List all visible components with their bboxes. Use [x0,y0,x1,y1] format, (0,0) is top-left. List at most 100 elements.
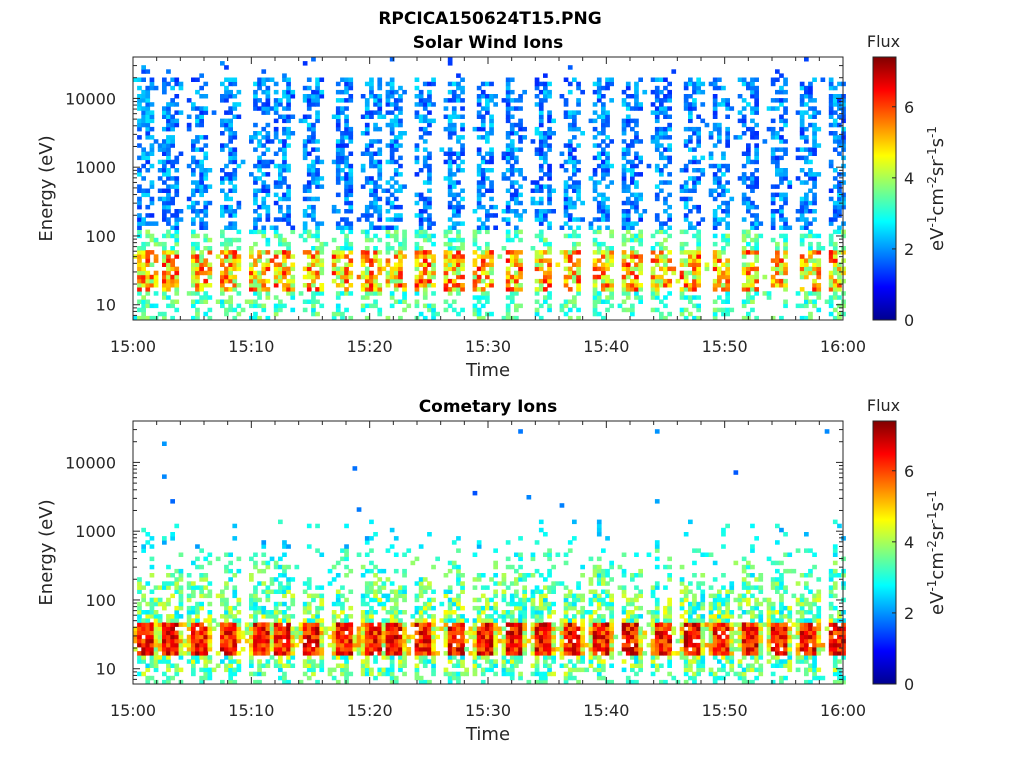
spectrogram-cell [377,147,383,152]
spectrogram-cell [663,163,668,169]
spectrogram-cell [311,258,316,263]
spectrogram-cell [141,626,146,631]
spectrogram-cell [302,630,308,636]
spectrogram-cell [414,102,420,107]
spectrogram-cell [621,98,627,103]
spectrogram-cell [257,278,262,284]
spectrogram-cell [381,188,387,193]
spectrogram-cell [750,283,755,288]
spectrogram-cell [754,258,759,263]
spectrogram-cell [174,102,180,107]
spectrogram-cell [369,585,374,590]
spectrogram-cell [505,258,511,263]
spectrogram-cell [799,254,805,259]
spectrogram-cell [203,225,209,230]
spectrogram-cell [364,671,370,677]
spectrogram-cell [377,196,383,202]
spectrogram-cell [174,291,180,296]
spectrogram-cell [509,168,515,173]
spectrogram-cell [799,98,805,103]
spectrogram-cell [174,168,180,173]
spectrogram-cell [609,287,614,292]
spectrogram-cell [191,283,196,288]
spectrogram-cell [812,196,817,202]
spectrogram-cell [249,663,254,668]
spectrogram-cell [199,217,204,222]
spectrogram-cell [278,241,283,247]
spectrogram-cell [663,114,668,119]
spectrogram-cell [335,246,341,251]
spectrogram-cell [832,122,838,128]
spectrogram-cell [754,135,759,140]
spectrogram-cell [472,229,478,235]
spectrogram-cell [302,647,308,652]
spectrogram-cell [282,663,287,668]
spectrogram-cell [199,283,204,288]
spectrogram-cell [820,246,826,251]
spectrogram-cell [770,283,776,288]
spectrogram-cell [841,192,846,198]
spectrogram-cell [770,258,776,263]
spectrogram-cell [195,135,200,140]
spectrogram-cell [427,168,432,173]
spectrogram-cell [783,303,788,309]
spectrogram-cell [348,614,354,619]
spectrogram-cell [696,85,701,91]
spectrogram-cell [174,581,180,586]
spectrogram-cell [253,605,258,611]
spectrogram-cell [427,118,432,124]
colorbar-tick-label: 2 [904,240,914,259]
spectrogram-cell [472,295,478,300]
spectrogram-cell [236,246,242,251]
spectrogram-cell [775,163,780,169]
spectrogram-cell [220,638,225,644]
spectrogram-cell [166,172,171,177]
spectrogram-cell [389,110,395,115]
spectrogram-cell [369,671,374,677]
spectrogram-cell [832,110,838,115]
spectrogram-cell [841,299,846,304]
spectrogram-cell [547,110,552,115]
spectrogram-cell [273,225,279,230]
spectrogram-cell [207,630,213,636]
spectrogram-cell [331,638,337,644]
spectrogram-cell [476,274,482,280]
spectrogram-cell [460,266,465,272]
spectrogram-cell [712,126,718,132]
spectrogram-cell [286,655,291,660]
spectrogram-cell [414,283,420,288]
spectrogram-cell [398,246,403,251]
spectrogram-cell [596,89,602,95]
spectrogram-cell [377,601,383,607]
spectrogram-cell [265,192,271,198]
spectrogram-cell [377,213,383,218]
spectrogram-cell [592,258,598,263]
spectrogram-cell [199,299,204,304]
spectrogram-cell [174,118,180,124]
spectrogram-cell [812,287,817,292]
spectrogram-cell [228,135,233,140]
spectrogram-cell [828,258,834,263]
spectrogram-cell [170,638,175,644]
spectrogram-cell [476,225,482,230]
spectrogram-cell [592,188,598,193]
spectrogram-cell [547,266,552,272]
spectrogram-cell [414,266,420,272]
spectrogram-cell [576,110,581,115]
spectrogram-cell [369,667,374,673]
spectrogram-cell [253,221,258,226]
spectrogram-cell [456,114,461,119]
spectrogram-cell [480,180,486,185]
spectrogram-cell [141,106,146,111]
spectrogram-cell [472,270,478,276]
spectrogram-cell [518,200,523,206]
spectrogram-cell [592,266,598,272]
spectrogram-cell [290,89,296,95]
spectrogram-cell [331,655,337,660]
spectrogram-cell [162,110,167,115]
spectrogram-cell [414,85,420,91]
spectrogram-cell [377,102,383,107]
spectrogram-cell [841,139,846,144]
spectrogram-cell [460,126,465,132]
